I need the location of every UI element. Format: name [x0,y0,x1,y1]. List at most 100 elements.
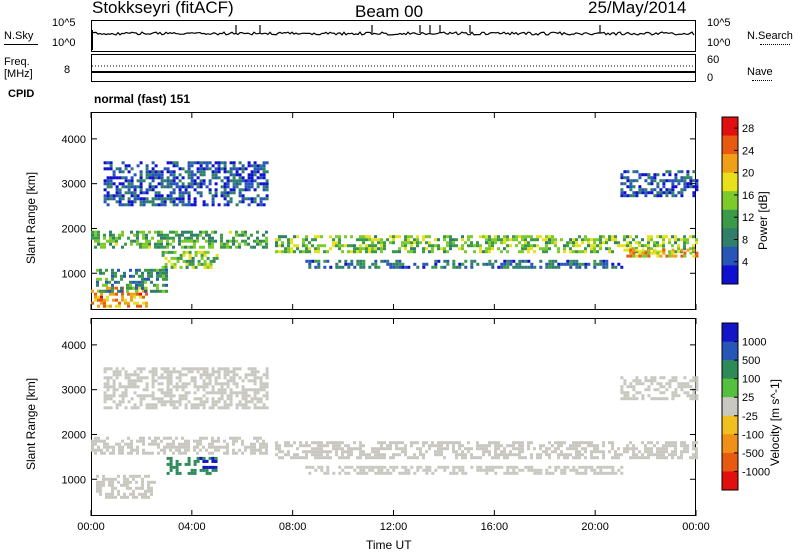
velocity-cell [641,441,644,445]
velocity-cell [590,450,593,454]
velocity-cell [623,379,627,383]
velocity-cell [121,448,124,452]
power-cell [173,250,177,254]
power-cell [692,191,696,195]
power-cell [647,235,650,239]
nsky-trace [91,31,695,36]
y-tick-label: 1000 [62,474,86,486]
velocity-cell [196,367,200,371]
velocity-cell [671,394,675,398]
velocity-cell [259,388,263,392]
velocity-cell [506,465,510,469]
power-cell [461,247,464,251]
velocity-cell [202,465,206,469]
velocity-cell [244,445,247,449]
power-cell [683,247,686,251]
power-cell [112,233,115,237]
velocity-cell [244,376,248,380]
power-cell [145,197,149,201]
power-cell [232,191,236,195]
power-cell [124,301,127,305]
power-cell [200,256,204,260]
power-cell [644,188,648,192]
velocity-cell [632,394,636,398]
power-cell [659,191,663,195]
velocity-cell [581,471,585,475]
power-cell [253,245,256,249]
power-cell [386,262,390,266]
velocity-cell [632,385,636,389]
power-cell [599,259,603,263]
power-cell [518,259,522,263]
velocity-cell [115,442,118,446]
velocity-cell [500,453,503,457]
velocity-cell [232,391,236,395]
power-cell [665,235,668,239]
power-cell [145,239,148,243]
y-tick-label: 3000 [62,385,86,397]
power-cell [127,179,131,183]
velocity-cell [166,370,170,374]
colorbar-segment [722,228,738,248]
velocity-cell [674,441,677,445]
power-cell [428,235,431,239]
velocity-cell [548,471,552,475]
power-cell [551,235,554,239]
power-cell [112,173,116,177]
velocity-cell [157,451,160,455]
power-cell [614,238,617,242]
colorbar-segment [722,471,738,491]
power-cell [674,179,678,183]
velocity-cell [593,471,597,475]
power-cell [181,197,185,201]
velocity-cell [253,448,256,452]
velocity-cell [163,403,167,407]
power-cell [332,244,335,248]
power-cell [106,161,110,165]
power-cell [377,238,380,242]
power-cell [668,188,672,192]
velocity-cell [518,468,522,472]
velocity-cell [244,403,248,407]
power-cell [362,259,366,263]
power-cell [395,235,398,239]
power-cell [371,238,374,242]
velocity-cell [443,447,446,451]
velocity-cell [278,456,281,460]
velocity-cell [99,489,102,493]
power-cell [256,176,260,180]
velocity-cell [247,445,250,449]
power-cell [647,241,650,245]
power-cell [100,245,103,249]
power-cell [148,230,151,234]
velocity-cell [253,445,256,449]
power-cell [103,197,107,201]
velocity-cell [344,471,348,475]
velocity-cell [425,468,429,472]
power-cell [521,238,524,242]
velocity-cell [105,492,108,496]
power-cell [656,173,660,177]
velocity-cell [350,450,353,454]
power-cell [169,197,173,201]
power-cell [123,271,126,275]
power-cell [491,262,495,266]
velocity-cell [199,400,203,404]
velocity-cell [359,441,362,445]
power-cell [686,248,690,252]
velocity-cell [109,451,112,455]
velocity-cell [148,451,151,455]
velocity-cell [377,453,380,457]
velocity-cell [311,441,314,445]
power-cell [136,164,140,168]
power-cell [139,292,142,296]
power-cell [226,203,230,207]
velocity-cell [485,471,489,475]
power-cell [166,176,170,180]
power-cell [120,289,123,293]
power-cell [605,259,609,263]
power-cell [491,244,494,248]
power-cell [106,191,110,195]
power-cell [488,241,491,245]
colorbar-tick-label: -100 [742,429,764,441]
